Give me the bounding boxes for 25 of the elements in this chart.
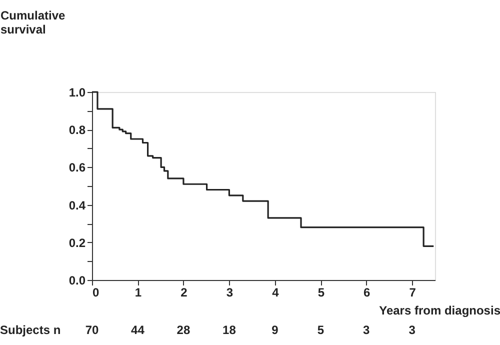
x-tick-label: 7	[409, 286, 416, 300]
x-tick-label: 0	[92, 286, 100, 300]
x-tick-label: 4	[272, 286, 280, 300]
y-tick-label: 0.4	[68, 198, 86, 212]
x-tick-label: 5	[318, 286, 325, 300]
text: 44	[131, 323, 145, 337]
text: 18	[222, 323, 236, 337]
text: 3	[408, 323, 416, 337]
y-tick-label: 0.0	[68, 274, 86, 288]
text: Subjects n	[0, 323, 61, 337]
text: 3	[363, 323, 370, 337]
text: 28	[176, 323, 190, 337]
y-tick-label: 1.0	[68, 86, 86, 100]
y-axis-title: Cumulative survival	[0, 8, 66, 36]
y-tick-label: 0.6	[68, 160, 86, 175]
y-tick-label: 0.2	[68, 236, 86, 250]
text: 70	[85, 323, 99, 337]
text: 9	[272, 323, 279, 337]
y-tick-label: 0.8	[68, 123, 86, 138]
x-tick-label: 2	[180, 286, 188, 300]
x-axis-title: Years from diagnosis	[379, 304, 500, 318]
x-tick-label: 3	[226, 286, 234, 300]
text: 5	[317, 323, 324, 337]
x-tick-label: 1	[134, 286, 142, 300]
x-tick-label: 6	[364, 286, 371, 300]
